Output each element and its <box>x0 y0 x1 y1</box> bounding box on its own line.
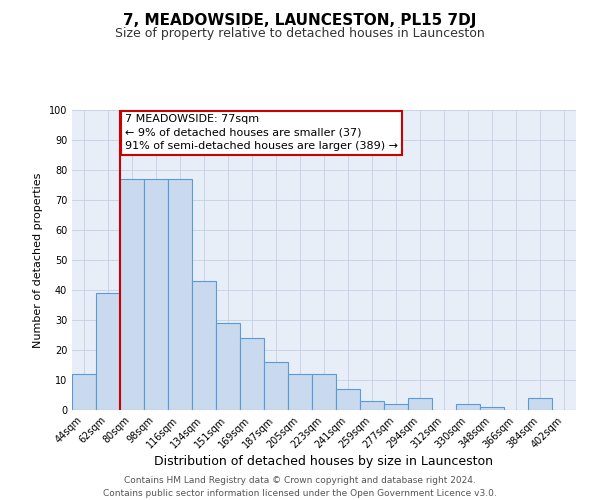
Bar <box>240 338 264 410</box>
Bar <box>192 281 216 410</box>
Bar <box>288 374 312 410</box>
Bar <box>360 401 384 410</box>
Bar <box>336 389 360 410</box>
Bar <box>144 179 168 410</box>
Bar <box>384 404 408 410</box>
Bar <box>72 374 96 410</box>
Bar <box>480 407 504 410</box>
Bar <box>264 362 288 410</box>
Bar <box>528 398 552 410</box>
Text: Size of property relative to detached houses in Launceston: Size of property relative to detached ho… <box>115 28 485 40</box>
Bar <box>216 323 240 410</box>
Bar <box>120 179 144 410</box>
Text: 7 MEADOWSIDE: 77sqm
← 9% of detached houses are smaller (37)
91% of semi-detache: 7 MEADOWSIDE: 77sqm ← 9% of detached hou… <box>125 114 398 151</box>
Bar <box>312 374 336 410</box>
Text: Contains HM Land Registry data © Crown copyright and database right 2024.
Contai: Contains HM Land Registry data © Crown c… <box>103 476 497 498</box>
Bar <box>168 179 192 410</box>
X-axis label: Distribution of detached houses by size in Launceston: Distribution of detached houses by size … <box>155 456 493 468</box>
Bar <box>96 293 120 410</box>
Bar <box>408 398 432 410</box>
Bar <box>456 404 480 410</box>
Y-axis label: Number of detached properties: Number of detached properties <box>33 172 43 348</box>
Text: 7, MEADOWSIDE, LAUNCESTON, PL15 7DJ: 7, MEADOWSIDE, LAUNCESTON, PL15 7DJ <box>124 12 476 28</box>
